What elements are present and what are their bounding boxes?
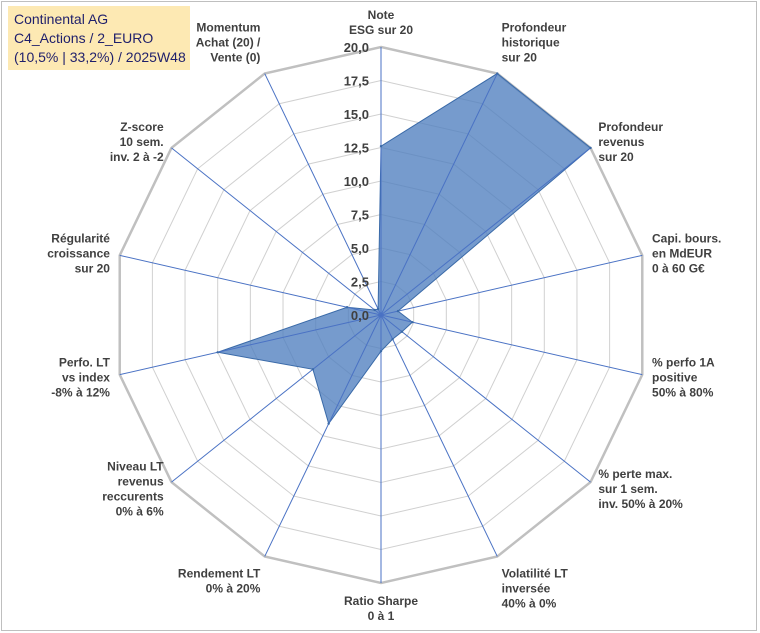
radar-tick-label: 5,0 <box>351 241 369 256</box>
radar-tick-label: 17,5 <box>344 74 369 89</box>
radar-axis-label: Profondeur revenus sur 20 <box>598 120 663 164</box>
radar-tick-label: 0,0 <box>351 308 369 323</box>
axis-label-line: vs index <box>62 370 110 384</box>
radar-data-point <box>376 307 380 311</box>
radar-spoke <box>380 314 498 557</box>
radar-axis-label: Z-score 10 sem. inv. 2 à -2 <box>110 120 164 164</box>
radar-data-point <box>396 309 400 313</box>
radar-tick-label: 7,5 <box>351 208 369 223</box>
radar-spoke <box>119 314 382 376</box>
radar-tick-label: 2,5 <box>351 275 369 290</box>
axis-label-line: 0% à 6% <box>116 504 164 518</box>
radar-axis-label: % perte max. sur 1 sem. inv. 50% à 20% <box>598 467 683 511</box>
radar-spoke <box>264 314 382 557</box>
axis-label-line: Profondeur <box>598 120 663 134</box>
axis-label-line: 50% à 80% <box>652 385 714 399</box>
radar-axis-label: Ratio Sharpe 0 à 1 <box>344 594 418 623</box>
radar-tick-label: 15,0 <box>344 107 369 122</box>
radar-data-point <box>373 308 376 312</box>
radar-data-point <box>216 351 219 354</box>
radar-data-point <box>311 368 315 371</box>
axis-label-line: Capi. bours. <box>652 232 721 246</box>
axis-label-line: sur 20 <box>598 150 634 164</box>
radar-data-point <box>589 146 592 150</box>
radar-tick-label: 10,0 <box>344 174 369 189</box>
axis-label-line: 40% à 0% <box>502 596 557 610</box>
axis-label-line: revenus <box>598 135 644 149</box>
axis-label-line: 0 à 60 G€ <box>652 262 705 276</box>
title-line-company: Continental AG <box>14 11 109 27</box>
axis-label-line: en MdEUR <box>652 247 712 261</box>
radar-axis-label: % perfo 1A positive 50% à 80% <box>652 355 715 399</box>
radar-spoke <box>380 147 591 316</box>
axis-label-line: Niveau LT <box>107 459 164 473</box>
radar-spoke <box>380 314 643 376</box>
radar-axis-label: Momentum Achat (20) / Vente (0) <box>196 21 261 65</box>
axis-label-line: reccurents <box>102 489 164 503</box>
axis-label-line: inversée <box>502 581 551 595</box>
radar-data-point <box>379 144 383 148</box>
radar-spoke <box>380 254 643 316</box>
axis-label-line: ESG sur 20 <box>349 23 413 37</box>
axis-label-line: Z-score <box>120 120 164 134</box>
axis-label-line: sur 1 sem. <box>598 482 657 496</box>
axis-label-line: 0% à 20% <box>206 581 261 595</box>
axis-label-line: Rendement LT <box>178 566 261 580</box>
axis-label-line: sur 20 <box>502 51 538 65</box>
radar-data-point <box>379 349 383 353</box>
radar-series-area <box>215 72 592 425</box>
axis-label-line: revenus <box>118 474 164 488</box>
axis-label-line: inv. 2 à -2 <box>110 150 164 164</box>
radar-data-point <box>345 306 349 309</box>
axis-label-line: Perfo. LT <box>59 355 111 369</box>
radar-spoke <box>264 73 382 316</box>
radar-axis-label: Perfo. LT vs index -8% à 12% <box>51 355 110 399</box>
axis-label-line: Profondeur <box>502 21 567 35</box>
radar-axis-label: Note ESG sur 20 <box>349 8 413 37</box>
axis-label-line: Ratio Sharpe <box>344 594 418 608</box>
title-line-category: C4_Actions / 2_EURO <box>14 30 154 46</box>
radar-tick-label: 20,0 <box>344 40 369 55</box>
axis-label-line: Volatilité LT <box>502 566 569 580</box>
axis-label-line: % perte max. <box>598 467 672 481</box>
axis-label-line: Régularité <box>51 232 110 246</box>
radar-spoke <box>380 314 591 483</box>
axis-label-line: % perfo 1A <box>652 355 715 369</box>
axis-label-line: positive <box>652 370 698 384</box>
radar-axis-label: Profondeur historique sur 20 <box>502 21 567 65</box>
axis-label-line: -8% à 12% <box>51 385 110 399</box>
axis-label-line: Vente (0) <box>210 51 260 65</box>
radar-data-point <box>391 337 394 341</box>
radar-data-point <box>496 72 499 75</box>
title-line-stats: (10,5% | 33,2%) / 2025W48 <box>14 49 186 65</box>
radar-data-point <box>327 422 330 425</box>
radar-spoke <box>119 254 382 316</box>
radar-data-point <box>400 330 404 333</box>
radar-spoke <box>380 73 498 316</box>
radar-axis-label: Capi. bours. en MdEUR 0 à 60 G€ <box>652 232 721 276</box>
axis-label-line: Note <box>368 8 395 22</box>
radar-axis-label: Niveau LT revenus reccurents 0% à 6% <box>102 459 164 518</box>
radar-tick-label: 12,5 <box>344 141 369 156</box>
radar-spoke <box>171 314 382 483</box>
radar-spoke <box>171 147 382 316</box>
axis-label-line: Achat (20) / <box>196 36 261 50</box>
axis-label-line: inv. 50% à 20% <box>598 497 683 511</box>
radar-axis-label: Volatilité LT inversée 40% à 0% <box>502 566 569 610</box>
axis-label-line: Momentum <box>196 21 260 35</box>
axis-label-line: 10 sem. <box>120 135 164 149</box>
axis-label-line: croissance <box>47 247 110 261</box>
axis-label-line: sur 20 <box>75 262 111 276</box>
radar-data-point <box>411 320 414 324</box>
radar-axis-label: Régularité croissance sur 20 <box>47 232 110 276</box>
axis-label-line: 0 à 1 <box>368 609 395 623</box>
chart-title-box: Continental AG C4_Actions / 2_EURO (10,5… <box>8 6 190 70</box>
radar-axis-label: Rendement LT 0% à 20% <box>178 566 261 595</box>
axis-label-line: historique <box>502 36 560 50</box>
